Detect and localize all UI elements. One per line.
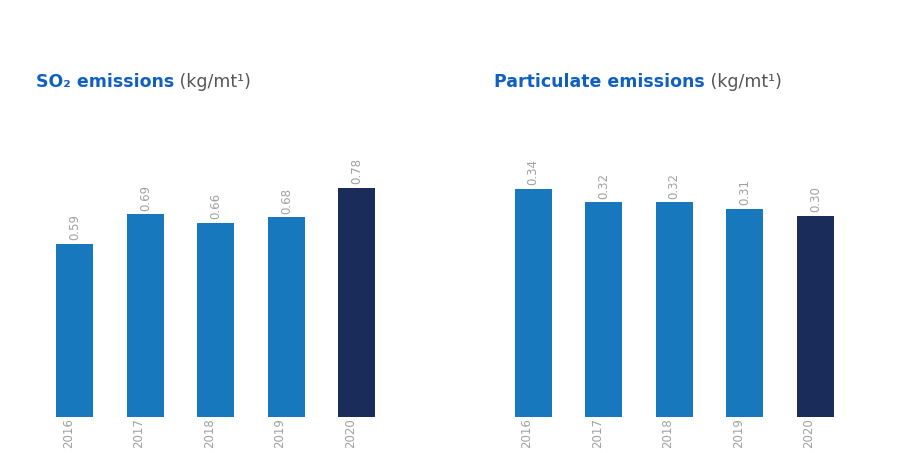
Text: 0.30: 0.30 <box>809 186 822 212</box>
Text: Particulate emissions: Particulate emissions <box>494 73 705 91</box>
Text: 0.69: 0.69 <box>138 184 152 211</box>
Bar <box>585 202 622 417</box>
Text: SO₂ emissions: SO₂ emissions <box>36 73 174 91</box>
Text: 0.31: 0.31 <box>738 179 752 206</box>
Bar <box>726 209 763 417</box>
Text: (kg/mt¹): (kg/mt¹) <box>705 73 782 91</box>
Bar <box>127 214 164 417</box>
Text: 0.32: 0.32 <box>668 173 681 199</box>
Bar <box>515 189 552 417</box>
Bar <box>198 223 234 417</box>
Bar <box>656 202 692 417</box>
Text: 0.68: 0.68 <box>280 188 293 213</box>
Text: 0.66: 0.66 <box>209 193 222 219</box>
Bar <box>268 217 305 417</box>
Bar <box>57 244 93 417</box>
Bar <box>797 216 833 417</box>
Text: 0.34: 0.34 <box>527 159 539 185</box>
Text: 0.78: 0.78 <box>351 158 363 184</box>
Bar <box>338 188 375 417</box>
Text: 0.32: 0.32 <box>597 173 610 199</box>
Text: (kg/mt¹): (kg/mt¹) <box>174 73 251 91</box>
Text: 0.59: 0.59 <box>68 214 81 240</box>
